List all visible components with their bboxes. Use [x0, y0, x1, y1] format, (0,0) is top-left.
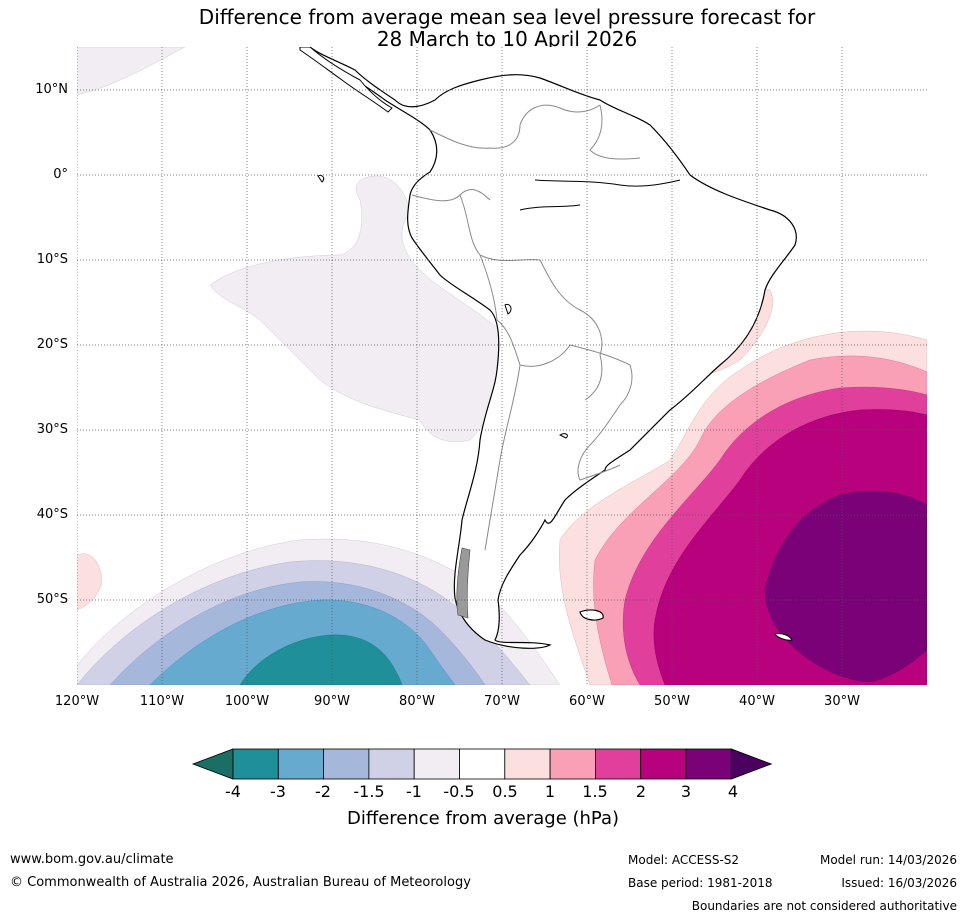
colorbar-segment — [277, 748, 324, 780]
colorbar-extend-low — [191, 748, 234, 780]
map-gridlines — [77, 47, 927, 685]
lon-label-110w: 110°W — [139, 694, 185, 709]
colorbar-segment — [232, 748, 279, 780]
colorbar-segment — [368, 748, 415, 780]
lon-label-120w: 120°W — [54, 694, 100, 709]
colorbar-extend-high — [730, 748, 773, 780]
colorbar-segment — [595, 748, 642, 780]
lon-label-50w: 50°W — [654, 694, 690, 709]
lat-label-10s: 10°S — [36, 252, 68, 267]
positive-anomaly-3 — [764, 490, 927, 683]
rivers — [519, 179, 681, 211]
colorbar-tick-label: -0.5 — [443, 782, 475, 801]
lon-label-70w: 70°W — [484, 694, 520, 709]
colorbar-tick-label: 1.5 — [582, 782, 608, 801]
colorbar-tick-label: 0.5 — [492, 782, 518, 801]
south-georgia — [774, 633, 793, 641]
colorbar-segment — [323, 748, 370, 780]
lake — [558, 433, 568, 439]
footer-copyright: © Commonwealth of Australia 2026, Austra… — [10, 875, 471, 890]
lat-label-10n: 10°N — [35, 82, 68, 97]
footer-model: Model: ACCESS-S2 — [628, 853, 740, 867]
footer-issued: Issued: 16/03/2026 — [841, 876, 957, 890]
colorbar-segment — [413, 748, 460, 780]
central-america — [299, 47, 393, 113]
galapagos-islands — [317, 175, 325, 183]
positive-anomaly-west-edge — [77, 553, 103, 611]
colorbar-title: Difference from average (hPa) — [346, 808, 620, 829]
colorbar-segment — [685, 748, 732, 780]
chilean-archipelago — [456, 547, 471, 619]
lon-label-90w: 90°W — [314, 694, 350, 709]
colorbar-tick-label: 4 — [727, 782, 739, 801]
footer-model-run: Model run: 14/03/2026 — [819, 853, 957, 867]
colorbar-tick-label: -2 — [315, 782, 331, 801]
colorbar-segment — [549, 748, 596, 780]
falkland-islands — [579, 609, 604, 621]
colorbar-tick-label: 1 — [544, 782, 556, 801]
colorbar-segment — [504, 748, 551, 780]
colorbar-tick-label: -1.5 — [353, 782, 385, 801]
colorbar-segment — [640, 748, 687, 780]
colorbar — [191, 748, 773, 780]
pressure-anomaly-field — [77, 47, 927, 685]
lake-titicaca — [504, 303, 512, 315]
colorbar-segment — [459, 748, 506, 780]
map-title-line1: Difference from average mean sea level p… — [198, 5, 816, 29]
lat-label-50s: 50°S — [36, 592, 68, 607]
colorbar-tick-label: 2 — [635, 782, 647, 801]
colorbar-tick-label: -3 — [270, 782, 286, 801]
colorbar-tick-label: 3 — [680, 782, 692, 801]
lat-label-20s: 20°S — [36, 337, 68, 352]
lon-label-60w: 60°W — [569, 694, 605, 709]
lon-label-30w: 30°W — [824, 694, 860, 709]
colorbar-tick-label: -4 — [225, 782, 241, 801]
lat-label-0: 0° — [53, 167, 68, 182]
lat-label-30s: 30°S — [36, 422, 68, 437]
colorbar-tick-label: -1 — [406, 782, 422, 801]
south-america-landmass — [299, 47, 797, 649]
lon-label-40w: 40°W — [739, 694, 775, 709]
negative-anomaly-minus3 — [239, 634, 403, 685]
lat-label-40s: 40°S — [36, 507, 68, 522]
footer-url[interactable]: www.bom.gov.au/climate — [10, 852, 174, 867]
lon-label-80w: 80°W — [399, 694, 435, 709]
country-borders — [411, 104, 641, 551]
lon-label-100w: 100°W — [224, 694, 270, 709]
map-title-line2: 28 March to 10 April 2026 — [376, 27, 638, 51]
footer-base-period: Base period: 1981-2018 — [628, 876, 773, 890]
continent-outline — [309, 47, 797, 649]
negative-anomaly-minus05-west — [209, 175, 504, 442]
footer-disclaimer: Boundaries are not considered authoritat… — [691, 899, 957, 913]
